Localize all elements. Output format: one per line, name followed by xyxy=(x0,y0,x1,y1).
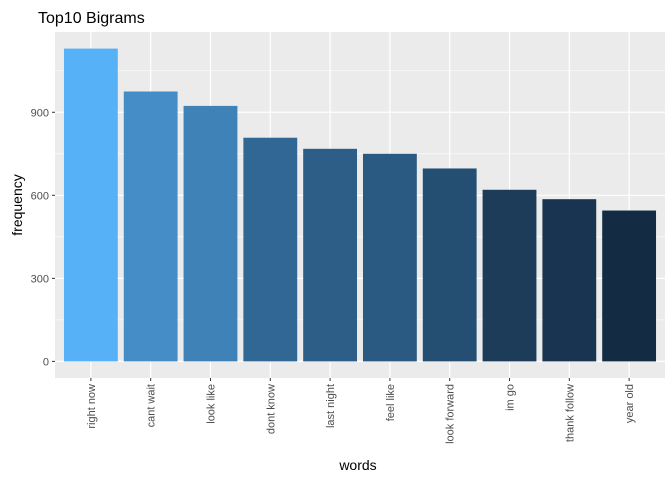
x-tick-label: thank follow xyxy=(564,384,576,442)
x-tick-label: look like xyxy=(205,384,217,424)
y-axis: 0 300 600 900 xyxy=(31,107,55,368)
y-tick-label: 0 xyxy=(43,356,49,368)
bar-right-now xyxy=(63,48,118,362)
bar-thank-follow xyxy=(542,199,597,362)
x-tick-label: last night xyxy=(325,384,337,428)
bar-dont-know xyxy=(243,137,298,362)
bar-feel-like xyxy=(362,153,417,362)
bar-look-forward xyxy=(422,168,477,362)
chart-title: Top10 Bigrams xyxy=(38,10,145,27)
x-tick-label: look forward xyxy=(445,384,457,444)
bar-look-like xyxy=(183,105,238,362)
x-tick-label: year old xyxy=(624,384,636,423)
y-tick-label: 300 xyxy=(31,273,49,285)
bar-last-night xyxy=(303,148,358,362)
x-tick-label: dont know xyxy=(265,384,277,434)
bar-year-old xyxy=(602,210,657,362)
x-tick-label: right now xyxy=(86,384,98,429)
x-axis-title: words xyxy=(338,457,376,473)
bar-im-go xyxy=(482,189,537,362)
y-tick-label: 900 xyxy=(31,107,49,119)
x-axis: right now cant wait look like dont know last… xyxy=(86,378,636,444)
y-axis-title: frequency xyxy=(9,174,25,235)
bars xyxy=(63,48,657,362)
x-tick-label: cant wait xyxy=(146,384,158,427)
bar-cant-wait xyxy=(123,91,178,362)
x-tick-label: feel like xyxy=(385,384,397,421)
x-tick-label: im go xyxy=(505,384,517,411)
y-tick-label: 600 xyxy=(31,190,49,202)
